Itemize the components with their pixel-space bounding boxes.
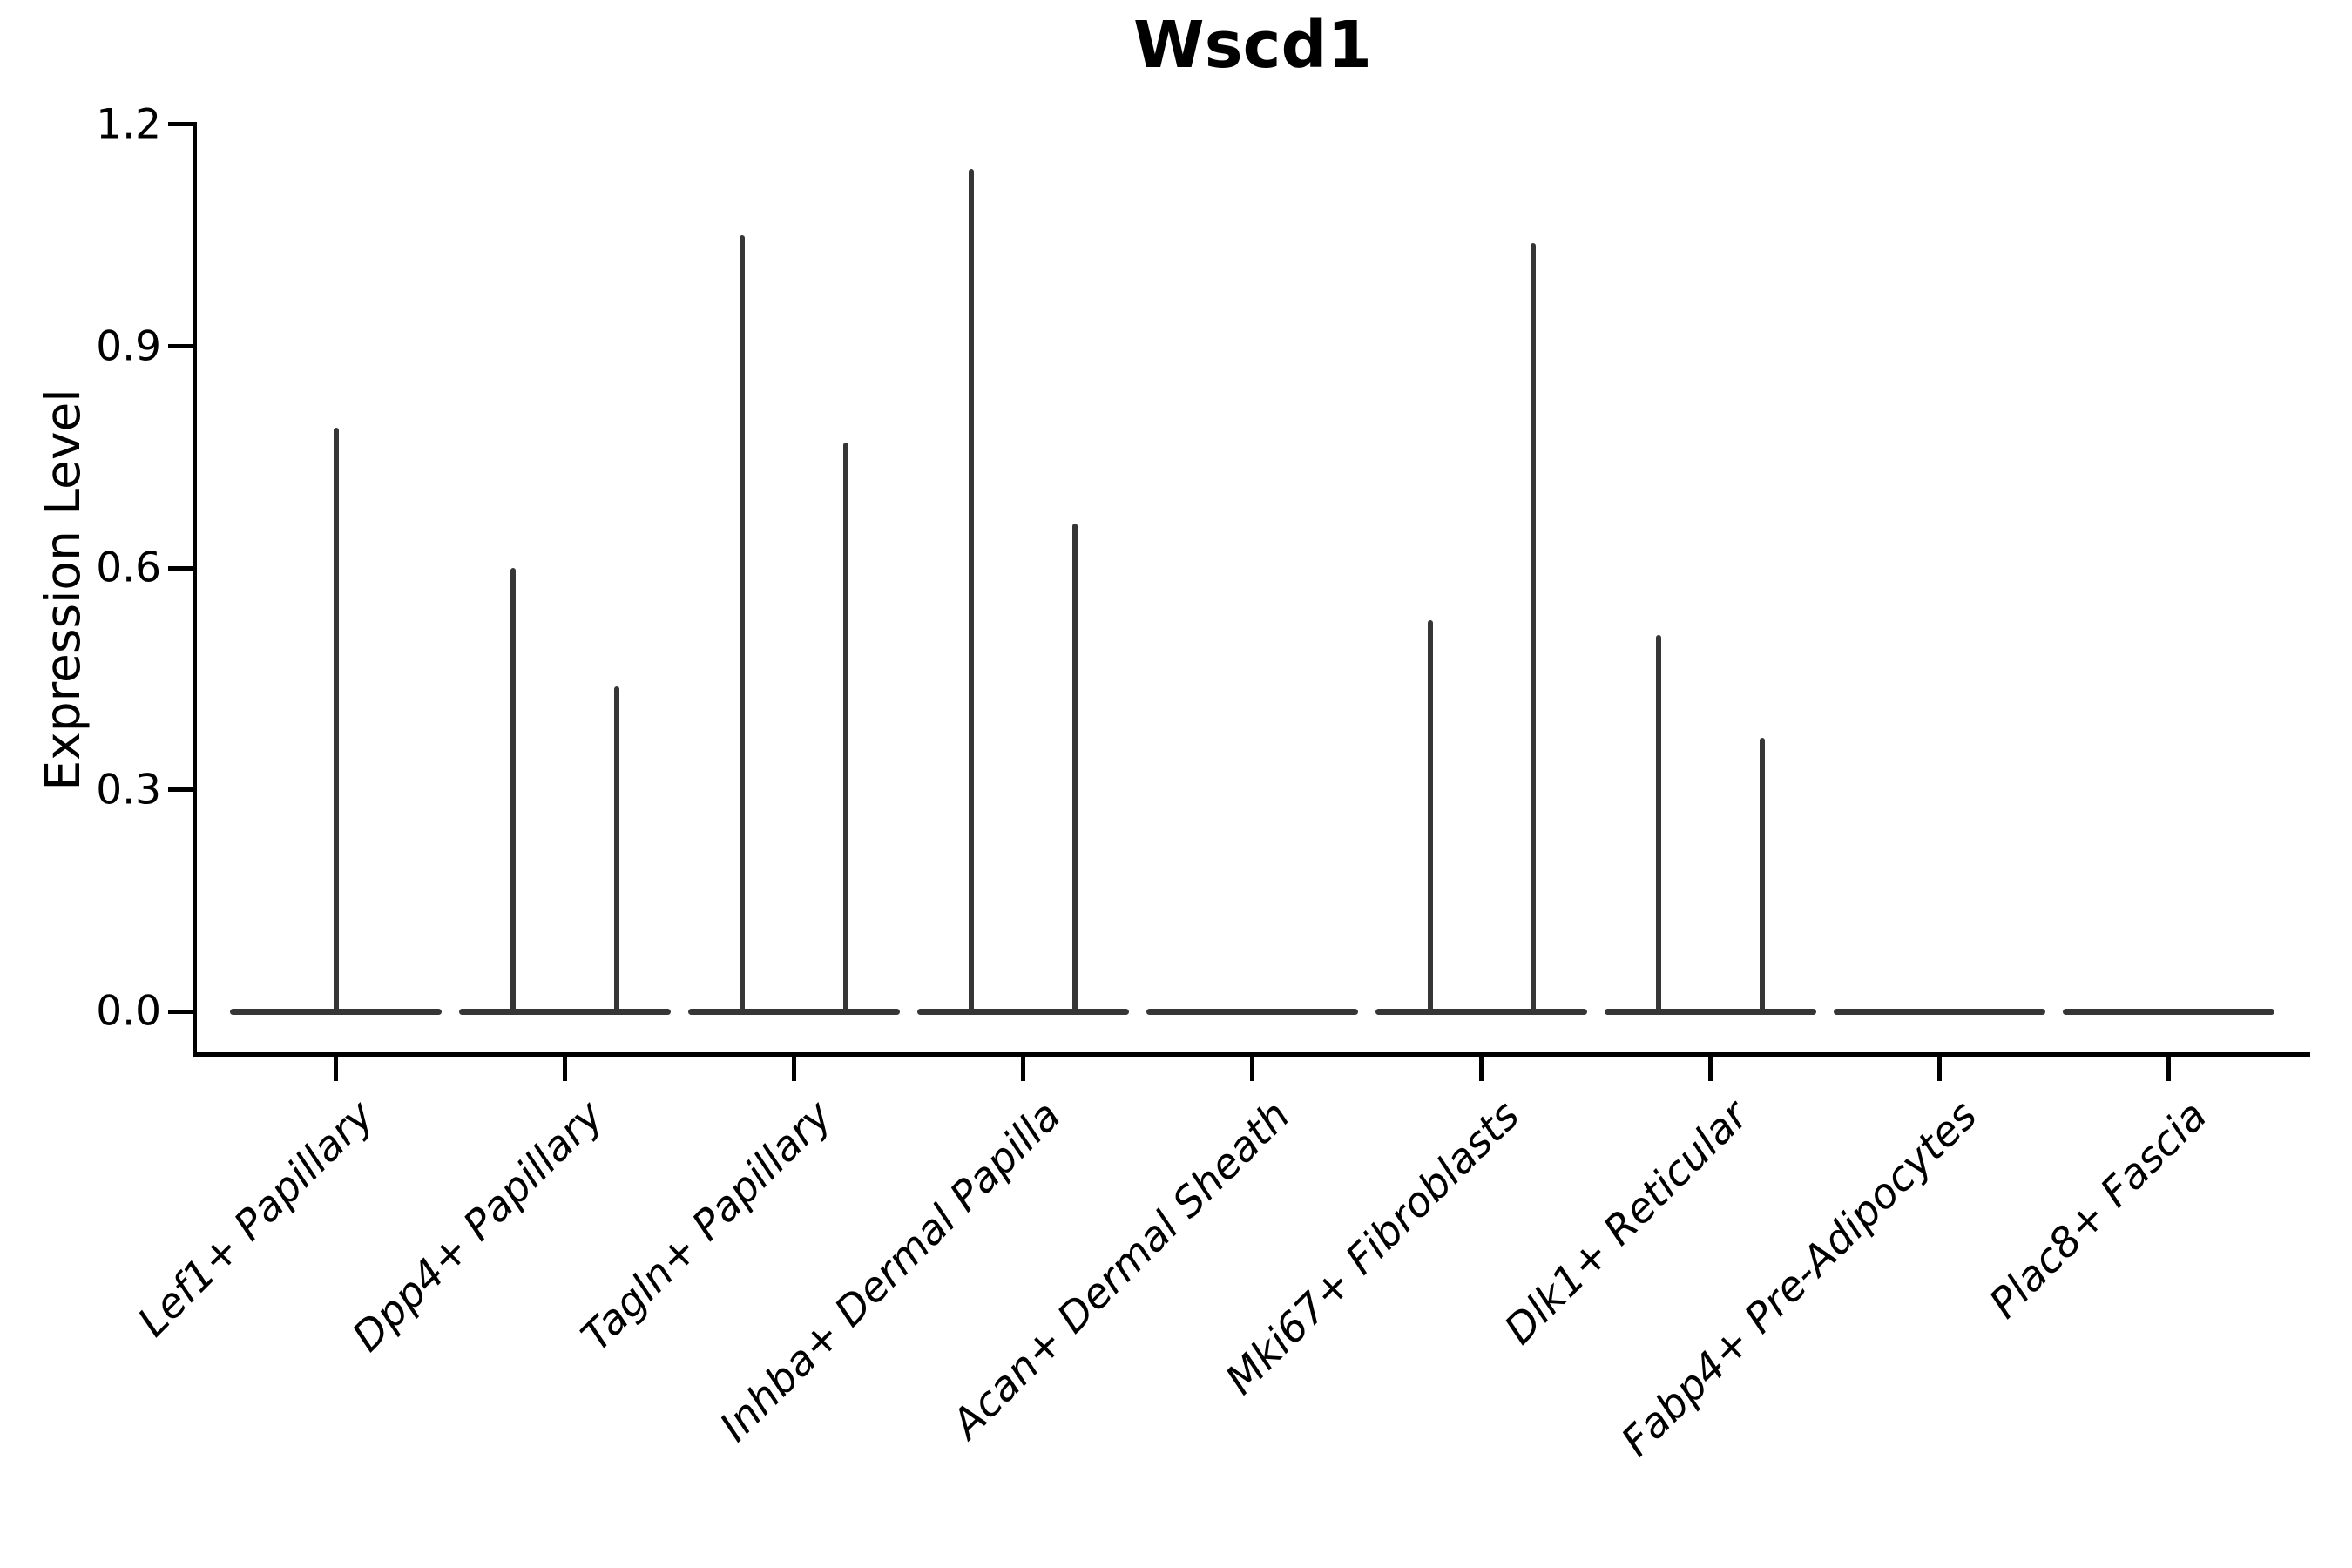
violin-spike [968,168,974,1015]
y-tick-label: 0.9 [96,322,161,371]
violin-spike [1071,524,1078,1015]
x-tick-mark [334,1057,339,1081]
violin-baseline [1146,1008,1359,1015]
y-tick-label: 1.2 [96,100,161,149]
violin-spike [1655,634,1661,1015]
x-tick-label: Lef1+ Papillary [128,1092,383,1347]
y-axis-spine [193,122,197,1057]
x-tick-label: Dlk1+ Reticular [1495,1092,1758,1355]
violin-spike [739,235,745,1015]
x-tick-mark [1021,1057,1026,1081]
y-tick-mark [168,787,193,793]
violin-spike [1759,738,1765,1015]
y-tick-label: 0.6 [96,544,161,592]
y-tick-label: 0.0 [96,987,161,1036]
x-tick-mark [2166,1057,2172,1081]
violin-baseline [1605,1008,1817,1015]
y-tick-mark [168,1009,193,1014]
chart-title: Wscd1 [1133,8,1372,83]
x-tick-mark [1937,1057,1943,1081]
violin-baseline [1834,1008,2046,1015]
x-tick-mark [1250,1057,1255,1081]
y-axis-label: Expression Level [35,389,91,791]
violin-spike [510,568,516,1015]
violin-spike [1427,619,1433,1015]
x-tick-label: Plac8+ Fascia [1979,1092,2216,1328]
violin-spike [613,686,619,1015]
violin-spike [842,442,848,1015]
x-tick-label: Dpp4+ Papillary [342,1092,612,1362]
y-tick-mark [168,565,193,571]
x-tick-mark [1708,1057,1713,1081]
violin-baseline [459,1008,672,1015]
y-tick-label: 0.3 [96,766,161,814]
violin-spike [333,427,339,1015]
violin-baseline [917,1008,1130,1015]
x-axis-spine [193,1052,2310,1057]
x-tick-mark [563,1057,568,1081]
x-tick-mark [1479,1057,1484,1081]
y-tick-mark [168,344,193,349]
violin-baseline [2063,1008,2275,1015]
y-tick-mark [168,122,193,127]
violin-baseline [688,1008,901,1015]
x-tick-label: Tagln+ Papillary [572,1092,841,1361]
violin-spike [1530,242,1536,1015]
x-tick-mark [792,1057,797,1081]
violin-baseline [1375,1008,1588,1015]
